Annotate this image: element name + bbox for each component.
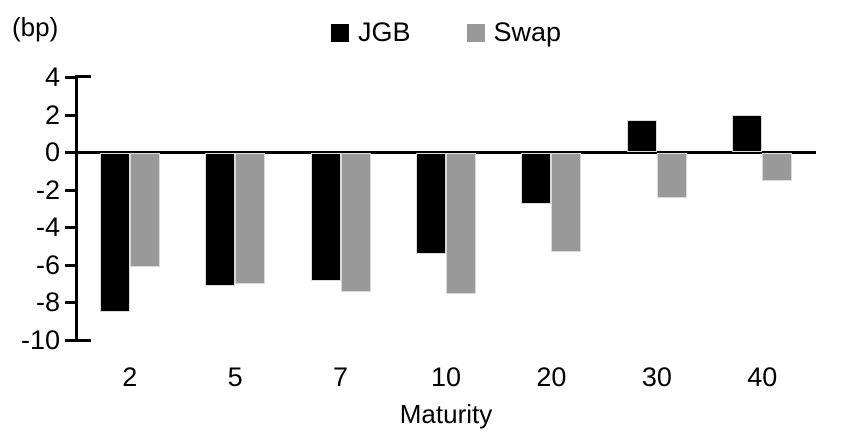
y-tick-label: -8 [35, 287, 60, 317]
y-tick-mark [65, 76, 75, 79]
x-tick-label: 7 [333, 362, 349, 392]
swap-bar-maturity-30 [656, 153, 687, 198]
jgb-bar-maturity-7 [310, 153, 341, 281]
jgb-bar-maturity-10 [416, 153, 446, 255]
x-tick-label: 2 [122, 362, 138, 392]
jgb-bar-maturity-20 [521, 153, 552, 204]
swap-bar-maturity-20 [551, 153, 582, 253]
y-tick-mark [65, 338, 75, 342]
x-axis-title: Maturity [399, 399, 493, 429]
y-tick-mark [65, 188, 75, 192]
x-axis-zero-line [75, 151, 816, 154]
y-tick-label: -6 [35, 249, 60, 280]
y-tick-label: -10 [20, 324, 60, 355]
legend-label-swap: Swap [493, 17, 562, 47]
y-tick-mark [65, 151, 75, 154]
y-axis-top-cap [78, 75, 91, 78]
jgb-bar-maturity-2 [99, 153, 130, 313]
x-tick-label: 30 [641, 362, 672, 392]
y-axis-line [75, 75, 78, 342]
legend-item-jgb: JGB [330, 17, 411, 48]
jgb-legend-swatch-icon [330, 23, 349, 42]
swap-bar-maturity-10 [446, 153, 476, 294]
y-tick-label: -2 [35, 174, 60, 205]
y-axis-unit-label: (bp) [12, 12, 59, 42]
x-tick-label: 5 [227, 362, 243, 392]
x-tick-label: 40 [747, 362, 778, 392]
jgb-bar-maturity-30 [626, 120, 657, 152]
swap-bar-maturity-5 [235, 153, 266, 285]
y-tick-label: 2 [44, 99, 60, 130]
legend-item-swap: Swap [466, 17, 561, 48]
swap-bar-maturity-7 [340, 153, 371, 292]
x-tick-label: 20 [536, 362, 567, 392]
y-tick-label: -4 [35, 212, 60, 242]
y-tick-label: 4 [44, 62, 60, 92]
y-tick-label: 0 [44, 137, 60, 167]
swap-bar-maturity-2 [129, 153, 160, 268]
y-tick-mark [65, 301, 75, 304]
swap-bar-maturity-40 [762, 153, 793, 182]
legend-label-jgb: JGB [357, 17, 411, 47]
jgb-bar-maturity-40 [732, 114, 763, 152]
legend: JGB Swap [330, 17, 561, 48]
jgb-bar-maturity-5 [205, 153, 236, 287]
x-tick-label: 10 [430, 362, 462, 392]
y-tick-mark [65, 263, 75, 267]
y-tick-mark [65, 113, 75, 117]
swap-legend-swatch-icon [466, 23, 485, 42]
y-tick-mark [65, 226, 75, 229]
y-axis-bottom-cap [78, 339, 91, 342]
